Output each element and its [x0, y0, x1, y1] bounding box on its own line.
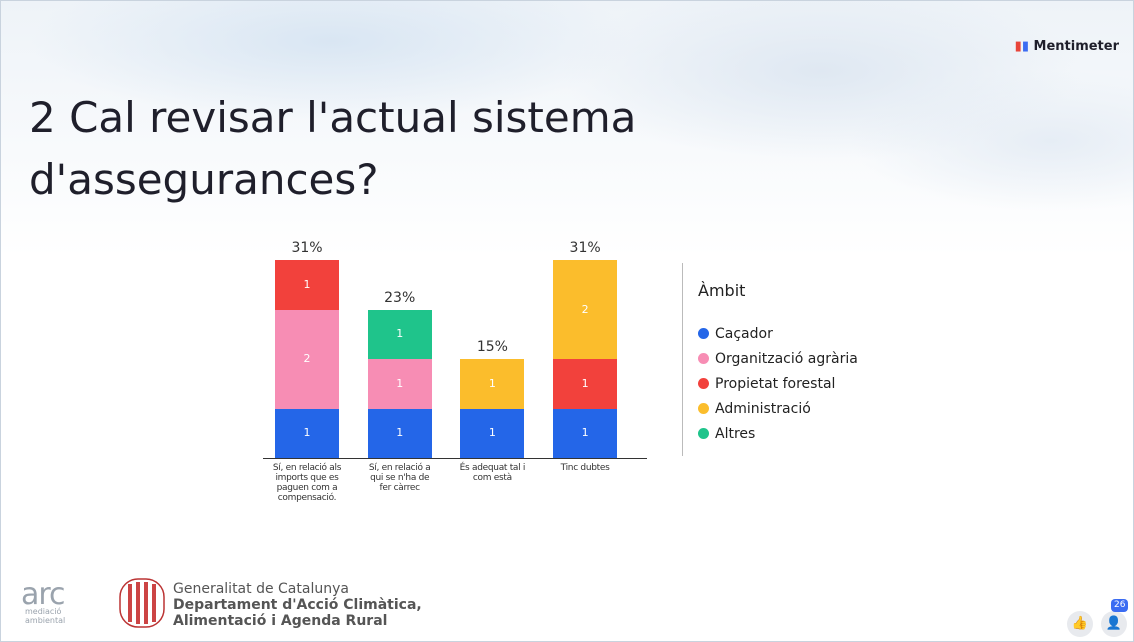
- org: Generalitat de Catalunya: [173, 581, 349, 597]
- legend-item: Organització agrària: [698, 351, 858, 367]
- title: 2 Cal revisar l'actual sistema d'assegur…: [29, 87, 729, 211]
- segment-label: 1: [275, 426, 339, 439]
- x-tick-label: Sí, en relació als imports que es paguen…: [271, 463, 343, 503]
- dept-line: Departament d'Acció Climàtica,: [173, 597, 422, 613]
- coat-of-arms: [119, 578, 165, 630]
- legend-label: Altres: [715, 426, 755, 442]
- total-label: 31%: [275, 240, 339, 256]
- legend-swatch: [698, 328, 709, 339]
- segment-label: 1: [368, 426, 432, 439]
- segment-label: 1: [553, 377, 617, 390]
- brand-text: Mentimeter: [1034, 39, 1119, 54]
- logo-sub-line: ambiental: [25, 616, 65, 625]
- segment-label: 2: [553, 303, 617, 316]
- legend-item: Propietat forestal: [698, 376, 835, 392]
- total-label: 31%: [553, 240, 617, 256]
- dept-line: Alimentació i Agenda Rural: [173, 613, 422, 629]
- participants-button[interactable]: 👤: [1101, 611, 1127, 637]
- legend-item: Altres: [698, 426, 755, 442]
- legend-swatch: [698, 403, 709, 414]
- x-tick-label: És adequat tal i com està: [456, 463, 528, 483]
- segment-label: 1: [460, 377, 524, 390]
- legend-swatch: [698, 378, 709, 389]
- brand: ▮▮ Mentimeter: [1015, 39, 1119, 54]
- legend-divider: [682, 263, 683, 456]
- legend-label: Caçador: [715, 326, 773, 342]
- logo-sub-line: mediació: [25, 607, 65, 616]
- participants-count: 26: [1111, 599, 1128, 612]
- segment-label: 1: [368, 377, 432, 390]
- legend-label: Propietat forestal: [715, 376, 835, 392]
- segment-label: 2: [275, 352, 339, 365]
- legend-swatch: [698, 428, 709, 439]
- reaction-button[interactable]: 👍: [1067, 611, 1093, 637]
- segment-label: 1: [553, 426, 617, 439]
- legend-title: Àmbit: [698, 281, 745, 300]
- slide: ▮▮ Mentimeter 2 Cal revisar l'actual sis…: [0, 0, 1134, 642]
- legend-label: Administració: [715, 401, 811, 417]
- legend-item: Caçador: [698, 326, 773, 342]
- legend-item: Administració: [698, 401, 811, 417]
- legend-label: Organització agrària: [715, 351, 858, 367]
- x-tick-label: Sí, en relació a qui se n'ha de fer càrr…: [364, 463, 436, 493]
- dept: Departament d'Acció Climàtica,Alimentaci…: [173, 597, 422, 629]
- segment-label: 1: [275, 278, 339, 291]
- segment-label: 1: [368, 327, 432, 340]
- segment-label: 1: [460, 426, 524, 439]
- total-label: 23%: [368, 290, 432, 306]
- baseline: [263, 458, 647, 459]
- x-tick-label: Tinc dubtes: [549, 463, 621, 473]
- total-label: 15%: [460, 339, 524, 355]
- legend-swatch: [698, 353, 709, 364]
